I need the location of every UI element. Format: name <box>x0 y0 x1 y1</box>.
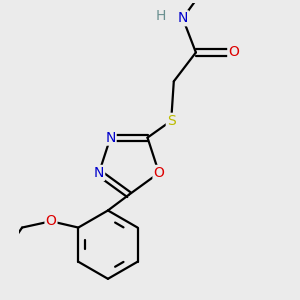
Text: N: N <box>94 166 104 180</box>
Text: O: O <box>228 45 239 59</box>
Text: H: H <box>155 9 166 22</box>
Text: S: S <box>167 114 176 128</box>
Text: O: O <box>46 214 56 228</box>
Text: N: N <box>105 130 116 145</box>
Text: N: N <box>178 11 188 25</box>
Text: O: O <box>154 166 164 180</box>
